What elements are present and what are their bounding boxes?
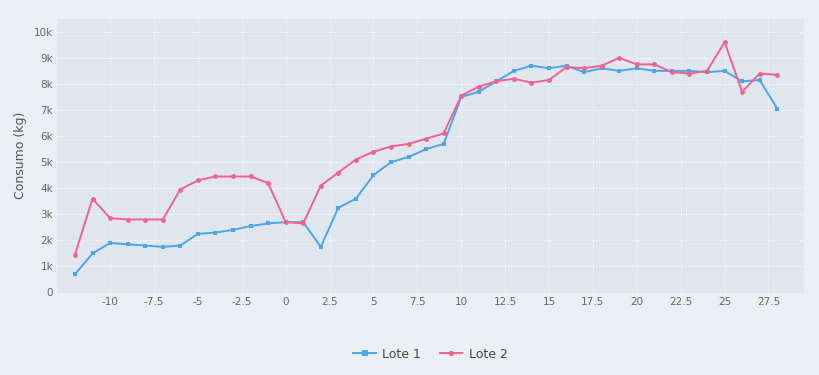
- Lote 2: [140, 217, 150, 222]
- Lote 2: [736, 90, 746, 94]
- Lote 1: [70, 272, 79, 276]
- Lote 1: [403, 154, 413, 159]
- Lote 2: [438, 131, 448, 136]
- Lote 1: [649, 69, 658, 73]
- Lote 1: [386, 160, 396, 164]
- Lote 1: [684, 69, 694, 73]
- Legend: Lote 1, Lote 2: Lote 1, Lote 2: [348, 342, 512, 366]
- Lote 1: [544, 66, 554, 70]
- Lote 2: [649, 62, 658, 67]
- Lote 2: [631, 62, 641, 67]
- Lote 1: [228, 228, 238, 232]
- Lote 1: [298, 220, 308, 224]
- Lote 2: [298, 221, 308, 226]
- Lote 1: [631, 66, 641, 70]
- Lote 1: [123, 242, 133, 246]
- Lote 1: [105, 241, 115, 245]
- Lote 1: [719, 69, 729, 73]
- Lote 1: [753, 78, 763, 82]
- Lote 1: [491, 79, 500, 84]
- Lote 1: [175, 243, 185, 248]
- Lote 1: [157, 244, 167, 249]
- Lote 2: [351, 157, 360, 162]
- Lote 2: [192, 178, 202, 183]
- Lote 2: [280, 220, 290, 224]
- Lote 2: [315, 183, 325, 188]
- Lote 1: [351, 196, 360, 201]
- Lote 2: [578, 66, 588, 70]
- Lote 2: [175, 187, 185, 192]
- Lote 2: [228, 174, 238, 179]
- Y-axis label: Consumo (kg): Consumo (kg): [14, 112, 27, 200]
- Lote 1: [736, 79, 746, 84]
- Lote 1: [613, 69, 623, 73]
- Lote 2: [561, 65, 571, 69]
- Lote 1: [140, 243, 150, 248]
- Lote 1: [596, 66, 606, 70]
- Lote 2: [210, 174, 220, 179]
- Lote 2: [455, 93, 465, 98]
- Lote 2: [701, 69, 711, 73]
- Lote 2: [526, 80, 536, 85]
- Lote 1: [701, 70, 711, 75]
- Lote 2: [368, 150, 378, 154]
- Lote 2: [157, 217, 167, 222]
- Line: Lote 1: Lote 1: [72, 63, 779, 277]
- Lote 1: [771, 106, 781, 111]
- Lote 2: [491, 79, 500, 84]
- Lote 2: [263, 181, 273, 185]
- Lote 1: [246, 224, 256, 228]
- Lote 2: [88, 196, 97, 201]
- Lote 2: [386, 144, 396, 149]
- Lote 1: [315, 244, 325, 249]
- Lote 1: [438, 142, 448, 146]
- Lote 1: [526, 63, 536, 68]
- Lote 2: [684, 71, 694, 76]
- Lote 2: [105, 216, 115, 220]
- Lote 1: [192, 232, 202, 236]
- Lote 1: [666, 69, 676, 73]
- Lote 2: [613, 56, 623, 60]
- Lote 1: [210, 230, 220, 235]
- Lote 1: [263, 221, 273, 226]
- Lote 2: [123, 217, 133, 222]
- Lote 1: [88, 251, 97, 256]
- Lote 1: [421, 147, 431, 152]
- Lote 2: [509, 76, 518, 81]
- Lote 1: [561, 63, 571, 68]
- Lote 2: [596, 63, 606, 68]
- Lote 1: [333, 206, 343, 210]
- Lote 2: [719, 40, 729, 45]
- Lote 2: [771, 72, 781, 77]
- Lote 2: [421, 136, 431, 141]
- Lote 2: [544, 78, 554, 82]
- Lote 2: [333, 170, 343, 175]
- Lote 1: [280, 220, 290, 224]
- Lote 2: [753, 71, 763, 76]
- Lote 1: [455, 95, 465, 99]
- Lote 1: [578, 70, 588, 75]
- Lote 2: [70, 252, 79, 257]
- Lote 1: [473, 90, 483, 94]
- Lote 1: [509, 69, 518, 73]
- Lote 1: [368, 173, 378, 177]
- Lote 2: [666, 70, 676, 75]
- Lote 2: [246, 174, 256, 179]
- Lote 2: [403, 142, 413, 146]
- Lote 2: [473, 84, 483, 89]
- Line: Lote 2: Lote 2: [72, 40, 779, 257]
